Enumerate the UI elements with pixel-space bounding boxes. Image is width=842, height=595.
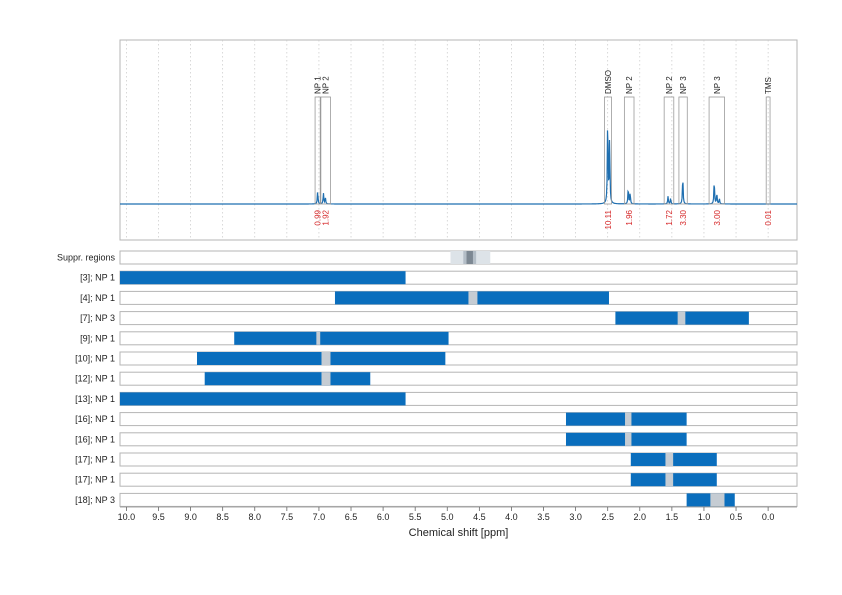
peak-label: NP 3 xyxy=(713,76,722,94)
suppr-row-label: Suppr. regions xyxy=(57,253,116,263)
peak-label: NP 2 xyxy=(322,76,331,94)
x-tick-label: 9.0 xyxy=(184,512,197,522)
range-bar-gap xyxy=(710,493,725,507)
range-row-label: [13]; NP 1 xyxy=(75,394,115,404)
peak-box xyxy=(708,96,725,205)
integral-label: 3.00 xyxy=(713,209,722,225)
range-row-label: [18]; NP 3 xyxy=(75,495,115,505)
range-bar xyxy=(120,271,406,285)
range-row-frame xyxy=(119,492,798,507)
range-bar-gap xyxy=(321,352,331,365)
x-tick-label: 8.0 xyxy=(249,512,262,522)
x-tick-label: 3.0 xyxy=(569,512,582,522)
integral-label: 1.96 xyxy=(625,209,634,225)
peak-box xyxy=(320,96,331,205)
peak-box xyxy=(314,96,321,205)
integral-label: 3.30 xyxy=(679,209,688,225)
integral-label: 10.11 xyxy=(604,209,613,229)
range-row-label: [9]; NP 1 xyxy=(80,333,115,343)
range-row-label: [7]; NP 3 xyxy=(80,313,115,323)
range-row-frame xyxy=(119,331,798,346)
range-row-frame xyxy=(119,452,798,467)
x-tick-label: 0.0 xyxy=(762,512,775,522)
range-bar xyxy=(630,473,717,487)
peak-box xyxy=(678,96,688,205)
peak-label: NP 1 xyxy=(314,76,323,94)
x-axis: 10.0 9.5 9.0 8.5 8.0 7.5 7.0 6.5 6.0 5.5 5.0 4.5 4.0… xyxy=(118,506,797,522)
range-bar xyxy=(630,453,717,466)
peak-label: NP 2 xyxy=(625,76,634,94)
range-bar xyxy=(204,372,371,386)
integral-label: 1.72 xyxy=(665,209,674,225)
x-tick-label: 6.0 xyxy=(377,512,390,522)
integral-label: 0.01 xyxy=(764,209,773,225)
range-bar-gap xyxy=(625,412,632,426)
x-tick-label: 6.5 xyxy=(345,512,358,522)
peak-label: DMSO xyxy=(604,70,613,94)
range-bar xyxy=(120,392,406,406)
range-bar-gap xyxy=(677,311,686,325)
spectrum-panel: NP 1 0.99 NP 2 1.92 DMSO 10.11 NP 2 1.96 NP 2 1.7… xyxy=(119,39,798,241)
peak-box xyxy=(663,96,675,205)
range-row-label: [16]; NP 1 xyxy=(75,414,115,424)
range-rows-panel: Suppr. regions [3]; NP 1 [4]; NP 1 [7]; NP … xyxy=(57,250,798,507)
x-tick-label: 2.0 xyxy=(634,512,647,522)
x-tick-label: 0.5 xyxy=(730,512,743,522)
x-tick-label: 5.5 xyxy=(409,512,422,522)
range-row-label: [17]; NP 1 xyxy=(75,455,115,465)
x-tick-label: 8.5 xyxy=(216,512,229,522)
integral-label: 1.92 xyxy=(322,209,331,225)
range-bar-gap xyxy=(665,473,674,487)
range-row-label: [12]; NP 1 xyxy=(75,374,115,384)
x-tick-label: 7.0 xyxy=(313,512,326,522)
x-tick-label: 4.0 xyxy=(505,512,518,522)
x-tick-label: 3.5 xyxy=(537,512,550,522)
range-row-label: [16]; NP 1 xyxy=(75,434,115,444)
x-tick-label: 5.0 xyxy=(441,512,454,522)
x-tick-label: 9.5 xyxy=(152,512,165,522)
peak-label: NP 3 xyxy=(679,76,688,94)
spectrum-frame xyxy=(119,39,798,241)
peak-label: NP 2 xyxy=(665,76,674,94)
peak-box xyxy=(765,96,771,205)
peak-box xyxy=(623,96,635,205)
x-tick-label: 7.5 xyxy=(281,512,294,522)
x-tick-label: 1.0 xyxy=(698,512,711,522)
x-tick-label: 1.5 xyxy=(666,512,679,522)
range-bar-gap xyxy=(665,453,674,466)
spectrum-line xyxy=(120,130,797,205)
range-row-frame xyxy=(119,432,798,447)
range-bar-gap xyxy=(625,432,632,446)
range-row-label: [3]; NP 1 xyxy=(80,273,115,283)
x-tick-label: 4.5 xyxy=(473,512,486,522)
range-row-label: [10]; NP 1 xyxy=(75,354,115,364)
range-row-frame xyxy=(119,472,798,487)
x-tick-label: 10.0 xyxy=(118,512,136,522)
range-bar-gap xyxy=(468,291,478,305)
range-bar-gap xyxy=(316,331,321,345)
integral-label: 0.99 xyxy=(314,209,323,225)
peak-label: TMS xyxy=(764,77,773,94)
peak-box xyxy=(604,96,612,205)
range-bar xyxy=(197,352,446,365)
range-bar-gap xyxy=(321,372,331,386)
range-row-label: [17]; NP 1 xyxy=(75,475,115,485)
range-bar xyxy=(234,331,449,345)
x-tick-label: 2.5 xyxy=(601,512,614,522)
range-row-frame xyxy=(119,412,798,427)
range-row-label: [4]; NP 1 xyxy=(80,293,115,303)
x-axis-title: Chemical shift [ppm] xyxy=(409,527,509,539)
suppr-region-inner xyxy=(466,251,473,264)
